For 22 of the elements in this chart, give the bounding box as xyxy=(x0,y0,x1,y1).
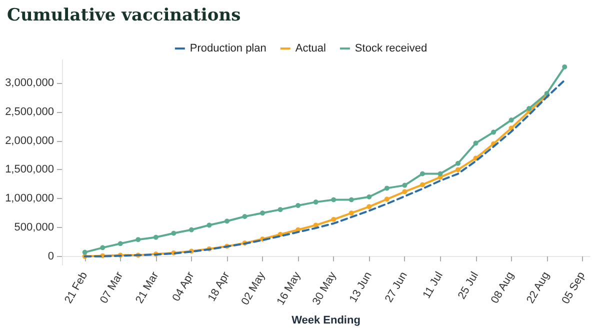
y-tick-label: 2,000,000 xyxy=(5,134,54,147)
x-axis-title: Week Ending xyxy=(292,314,360,326)
y-tick-label: 0 xyxy=(48,250,54,262)
legend-label: Stock received xyxy=(354,42,428,54)
legend-label: Production plan xyxy=(190,42,266,54)
x-tick-label: 13 Jun xyxy=(347,270,374,305)
x-tick-label: 05 Sep xyxy=(560,270,588,306)
x-tick-label: 25 Jul xyxy=(456,270,481,302)
x-tick-label: 21 Mar xyxy=(134,270,162,306)
y-tick-label: 500,000 xyxy=(14,221,54,234)
x-tick-label: 27 Jun xyxy=(383,270,410,305)
x-tick-label: 21 Feb xyxy=(62,270,90,306)
x-tick-label: 18 Apr xyxy=(206,270,232,304)
legend-label: Actual xyxy=(295,42,326,54)
y-tick-label: 2,500,000 xyxy=(5,106,54,118)
chart-title: Cumulative vaccinations xyxy=(7,6,241,26)
y-tick-label: 1,500,000 xyxy=(5,164,54,176)
y-tick-label: 1,000,000 xyxy=(5,192,54,205)
x-tick-label: 11 Jul xyxy=(420,270,446,301)
x-tick-label: 07 Mar xyxy=(98,270,126,306)
y-tick-label: 3,000,000 xyxy=(5,77,54,90)
x-tick-label: 04 Apr xyxy=(170,270,197,304)
